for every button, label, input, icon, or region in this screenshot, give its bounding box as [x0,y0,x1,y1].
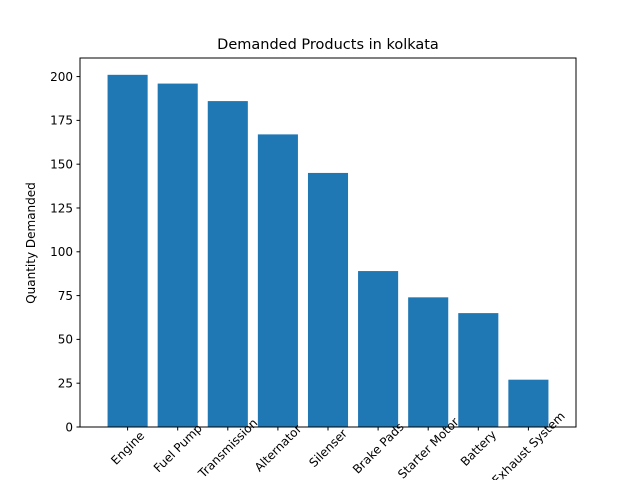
bar-transmission [207,101,248,427]
x-tick-label: Engine [108,429,147,468]
y-tick-label: 0 [65,420,73,434]
bar-starter-motor [408,297,449,427]
bar-engine [107,74,148,427]
x-tick-label: Battery [458,428,499,469]
y-tick-label: 75 [58,289,73,303]
chart-title: Demanded Products in kolkata [217,37,439,53]
y-tick-label: 200 [50,70,73,84]
bars-group [107,74,549,427]
y-tick-label: 150 [50,157,73,171]
bar-fuel-pump [157,83,198,427]
bar-brake-pads [358,271,399,427]
bar-battery [458,313,499,427]
y-tick-label: 100 [50,245,73,259]
bar-silenser [307,172,349,427]
bar-alternator [257,134,298,427]
y-axis-ticks: 0 25 50 75 100 125 150 175 200 [50,70,80,434]
plot-area-frame [79,57,577,428]
y-tick-label: 50 [58,333,73,347]
x-tick-label: Silenser [306,426,350,470]
y-tick-label: 175 [50,114,73,128]
bar-exhaust-system [508,379,549,427]
y-tick-label: 125 [50,201,73,215]
y-axis-label: Quantity Demanded [24,182,38,304]
y-tick-label: 25 [58,376,73,390]
